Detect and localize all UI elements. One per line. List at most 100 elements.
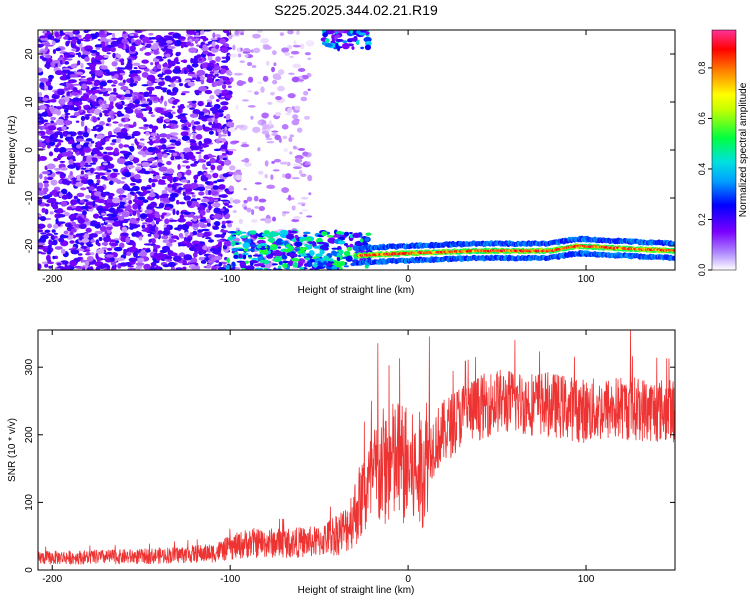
heatmap-cell [260,86,265,93]
heatmap-cell [233,254,239,259]
heatmap-cell [64,112,71,116]
heatmap-cell [89,94,98,100]
heatmap-cell [128,154,134,161]
heatmap-cell [96,140,101,147]
heatmap-cell [95,47,101,50]
heatmap-cell [300,246,309,251]
heatmap-cell [79,199,85,203]
heatmap-cell [62,67,71,70]
heatmap-cell [312,263,318,268]
heatmap-cell [349,243,354,248]
heatmap-cell [59,160,66,163]
heatmap-cell [206,66,213,71]
heatmap-cell [182,59,188,64]
heatmap-cell [142,222,148,225]
heatmap-cell [63,211,70,217]
heatmap-cell [272,73,282,80]
heatmap-cell [49,134,55,141]
heatmap-cell [106,52,111,55]
heatmap-cell [230,232,235,236]
heatmap-cell [217,267,226,270]
heatmap-cell [201,116,209,122]
y-tick-label: 0 [24,567,35,573]
heatmap-cell [167,65,172,69]
heatmap-cell [108,180,114,186]
heatmap-cell [307,57,312,60]
heatmap-cell [331,247,339,250]
heatmap-cell [69,32,74,38]
heatmap-cell [150,62,154,66]
heatmap-cell [243,235,247,239]
heatmap-cell [46,176,54,180]
heatmap-cell [184,231,189,238]
heatmap-cell [164,69,173,75]
heatmap-cell [220,47,229,54]
heatmap-cell [221,106,229,111]
heatmap-cell [297,262,304,267]
heatmap-cell [183,254,193,261]
heatmap-cell [324,247,329,251]
heatmap-cell [149,192,156,198]
heatmap-cell [174,140,182,146]
heatmap-cell [154,226,159,232]
heatmap-cell [335,230,343,235]
heatmap-cell [191,218,198,222]
heatmap-cell [63,36,69,40]
heatmap-cell [179,214,185,220]
heatmap-cell [94,223,102,229]
heatmap-cell [171,105,175,109]
heatmap-cell [177,51,181,56]
heatmap-cell [236,47,241,53]
heatmap-cell [216,165,223,171]
heatmap-cell [93,103,101,107]
heatmap-cell [278,69,285,75]
heatmap-cell [38,91,42,98]
heatmap-cell [169,132,179,136]
heatmap-cell [38,223,46,229]
heatmap-cell [138,236,143,241]
heatmap-cell [55,144,60,148]
heatmap-cell [218,184,226,190]
heatmap-cell [133,251,138,258]
heatmap-cell [84,45,93,52]
heatmap-cell [96,153,104,157]
heatmap-cell [128,257,138,262]
heatmap-cell [101,212,106,216]
heatmap-cell [191,62,199,68]
heatmap-cell [64,114,69,119]
heatmap-cell [196,198,201,201]
heatmap-cell [157,230,163,235]
heatmap-cell [168,238,175,243]
heatmap-cell [252,47,261,54]
heatmap-cell [67,54,75,58]
heatmap-cell [183,69,187,75]
heatmap-cell [229,77,234,83]
heatmap-cell [309,258,316,263]
heatmap-cell [84,162,89,165]
heatmap-cell [133,95,138,99]
heatmap-cell [293,216,301,220]
heatmap-cell [267,237,276,243]
heatmap-cell [68,139,74,145]
heatmap-cell [227,127,236,133]
heatmap-cell [156,63,162,70]
heatmap-cell [199,209,206,216]
heatmap-cell [95,124,101,128]
heatmap-cell [96,179,101,184]
heatmap-cell [220,229,229,233]
heatmap-cell [265,137,273,141]
heatmap-cell [114,147,119,154]
heatmap-cell [159,138,167,144]
heatmap-cell [110,142,116,146]
heatmap-cell [89,162,97,165]
heatmap-cell [80,205,89,210]
heatmap-cell [349,232,353,235]
heatmap-cell [52,223,59,230]
heatmap-cell [195,243,199,247]
heatmap-cell [146,141,156,144]
heatmap-cell [113,112,118,115]
heatmap-cell [204,237,212,240]
heatmap-cell [154,85,163,90]
heatmap-cell [237,248,245,252]
